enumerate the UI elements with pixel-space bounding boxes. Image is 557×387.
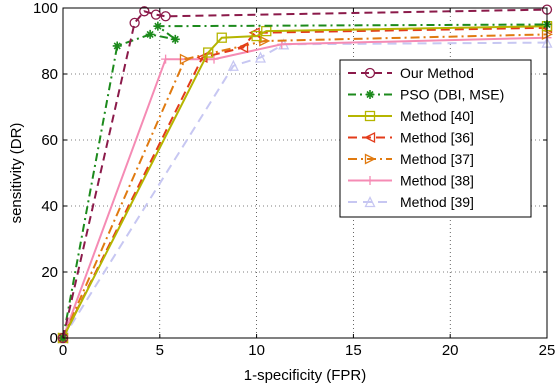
marker-square (251, 30, 262, 42)
series-line (62, 25, 548, 339)
marker-square (216, 32, 227, 43)
marker-triangle-up (254, 51, 267, 63)
series-line (62, 8, 548, 339)
marker-plus (161, 54, 171, 64)
grid-layer (63, 8, 547, 338)
legend: Our Method PSO (DBI, MSE) Method [40] Metho… (339, 59, 532, 218)
marker-circle (364, 67, 376, 79)
y-tick-label: 100 (33, 0, 58, 17)
y-tick-label: 80 (41, 66, 58, 83)
marker-circle (129, 17, 140, 29)
legend-label: Method [38] (400, 173, 474, 189)
x-tick-label: 0 (59, 342, 67, 359)
legend-label: Method [37] (400, 151, 474, 167)
legend-label: PSO (DBI, MSE) (400, 87, 504, 103)
plot-area-border (62, 7, 548, 339)
legend-label: Method [36] (400, 130, 474, 146)
x-axis-label: 1-specificity (FPR) (244, 367, 367, 384)
series-line (62, 23, 548, 339)
marker-triangle-right (364, 153, 376, 165)
x-tick-label: 20 (442, 342, 459, 359)
y-tick-label: 0 (50, 330, 58, 347)
tick-layer: 0 5 10 15 20 25 0 20 40 60 80 100 (33, 0, 555, 359)
x-tick-label: 25 (539, 342, 556, 359)
marker-star (365, 90, 375, 99)
marker-triangle-left (364, 131, 376, 144)
series-line (62, 26, 548, 339)
marker-square (364, 110, 376, 122)
marker-triangle-up (364, 196, 376, 208)
marker-star (145, 29, 155, 39)
marker-triangle-left (248, 27, 260, 39)
marker-plus (209, 54, 219, 64)
x-tick-label: 15 (345, 342, 362, 359)
series-line (62, 41, 548, 339)
marker-triangle-right (179, 53, 191, 65)
marker-circle (160, 11, 171, 22)
marker-circle (139, 6, 150, 17)
marker-triangle-up (227, 59, 239, 71)
y-tick-label: 20 (41, 264, 58, 281)
y-tick-label: 40 (41, 198, 58, 215)
marker-plus (365, 176, 375, 185)
marker-star (112, 41, 122, 51)
x-tick-label: 10 (248, 342, 265, 359)
marker-circle (150, 9, 162, 20)
series-layer (57, 4, 553, 344)
x-tick-label: 5 (156, 342, 164, 359)
series-line (62, 33, 548, 339)
legend-label: Our Method (400, 65, 474, 81)
legend-label: Method [40] (400, 108, 474, 124)
marker-triangle-left (237, 42, 249, 54)
y-tick-label: 60 (41, 132, 58, 149)
legend-label: Method [39] (400, 194, 474, 210)
legend-box (339, 59, 532, 218)
marker-square (203, 47, 214, 58)
series-pso-dbi-mse (58, 20, 552, 343)
marker-star (153, 21, 163, 31)
marker-star (170, 34, 180, 44)
y-axis-label: sensitivity (DR) (8, 123, 25, 224)
